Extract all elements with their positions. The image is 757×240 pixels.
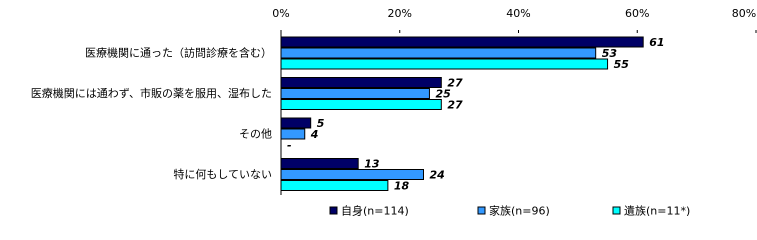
legend-label: 家族(n=96) (489, 204, 550, 218)
bar (280, 47, 597, 59)
value-label: 55 (614, 58, 630, 71)
page: 0% 20% 40% 60% 80% 医療機関に通った（訪問診療を含む） 61 53 55 医療機… (30, 7, 757, 218)
value-label: 27 (447, 99, 463, 112)
bar (280, 169, 424, 180)
legend-label: 遺族(n=11*) (624, 204, 690, 218)
value-label: 25 (435, 88, 451, 101)
bar (280, 58, 609, 70)
value-label: 24 (430, 169, 445, 182)
y-tick-label: 医療機関に通った（訪問診療を含む） (85, 46, 272, 60)
legend-label: 自身(n=114) (341, 204, 409, 218)
value-label: - (287, 139, 292, 152)
value-label: 61 (649, 36, 664, 49)
y-tick-label: 特に何もしていない (173, 167, 272, 181)
y-tick-label: その他 (239, 128, 272, 141)
x-tick-label: 40% (506, 7, 530, 20)
legend-swatch (612, 206, 621, 215)
value-label: 13 (364, 158, 380, 171)
value-label: 4 (310, 128, 319, 141)
bar (280, 88, 430, 99)
x-tick-label: 20% (388, 7, 412, 20)
y-tick-label: 医療機関には通わず、市販の薬を服用、湿布した (31, 86, 272, 100)
value-label: 5 (317, 117, 325, 130)
legend-swatch (477, 206, 486, 215)
bar (280, 99, 442, 110)
bar (280, 180, 389, 191)
bar (280, 158, 359, 169)
bar (280, 36, 644, 48)
bar (280, 117, 312, 129)
value-label: 27 (447, 77, 463, 90)
bar (280, 77, 442, 88)
value-label: 53 (602, 47, 618, 60)
bar (280, 128, 306, 140)
legend-swatch (329, 206, 338, 215)
x-tick-label: 80% (732, 7, 756, 20)
value-label: 18 (394, 180, 410, 193)
x-tick-label: 0% (272, 7, 289, 20)
x-tick-label: 60% (625, 7, 649, 20)
